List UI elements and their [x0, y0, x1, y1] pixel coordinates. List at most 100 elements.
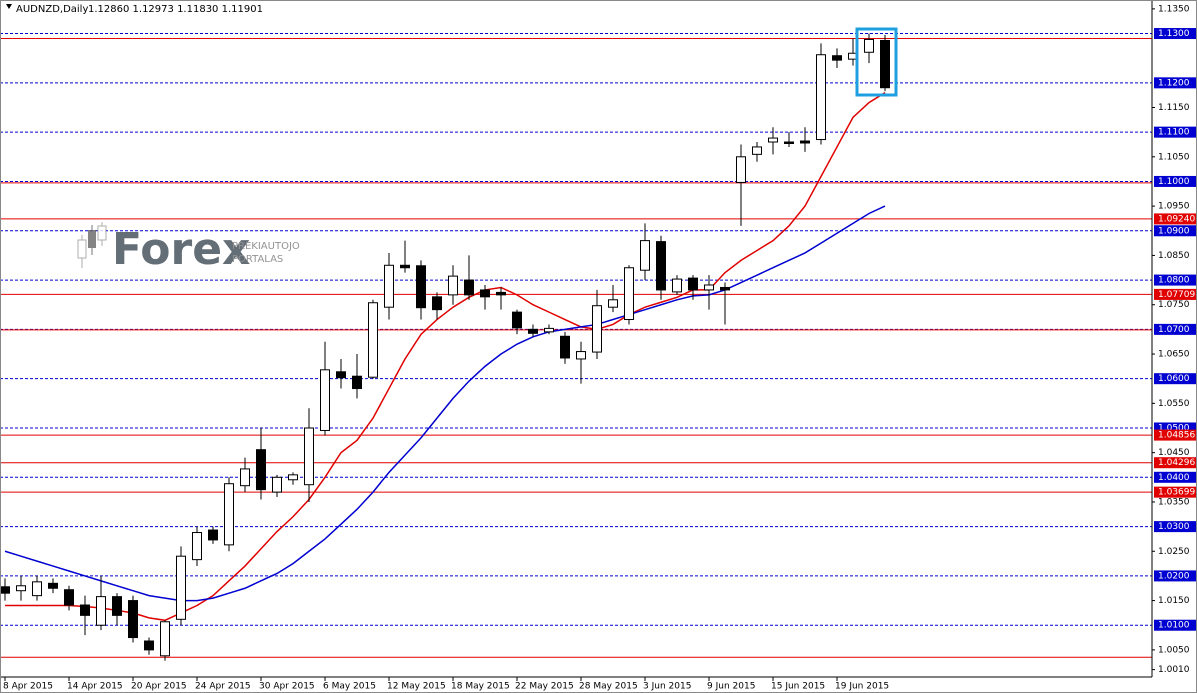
candle-body [272, 476, 282, 493]
x-tick-label: 12 May 2015 [387, 682, 446, 692]
candle-body [640, 240, 650, 271]
x-tick-label: 3 Jun 2015 [643, 682, 691, 692]
candle-body [384, 264, 394, 308]
candle-body [432, 296, 442, 311]
level-label-bg [1154, 323, 1196, 335]
x-tick-label: 24 Apr 2015 [195, 682, 251, 692]
y-tick-label: 1.0010 [1158, 665, 1190, 675]
candle-body [816, 54, 826, 141]
x-tick-label: 19 Jun 2015 [835, 682, 889, 692]
logo-candle [77, 239, 87, 259]
candle-body [192, 532, 202, 561]
y-tick-label: 1.0550 [1158, 399, 1190, 409]
x-tick-label: 18 May 2015 [451, 682, 510, 692]
candle-body [0, 586, 10, 594]
level-label-bg [1154, 213, 1196, 225]
level-label-bg [1154, 521, 1196, 533]
candle-body [288, 474, 298, 481]
candle-body [496, 291, 506, 296]
level-label-bg [1154, 570, 1196, 582]
candle-body [16, 585, 26, 592]
candle-body [160, 621, 170, 657]
candle-body [64, 589, 74, 606]
candle-body [784, 141, 794, 144]
candle-body [512, 311, 522, 329]
candle-body [608, 299, 618, 308]
y-tick-label: 1.1350 [1158, 4, 1190, 14]
candle-body [736, 156, 746, 183]
level-label: 1.0900 [1158, 226, 1190, 236]
candle-body [624, 267, 634, 321]
level-label-bg [1154, 619, 1196, 631]
candle-body [112, 596, 122, 616]
level-label: 1.0200 [1158, 571, 1190, 581]
level-label: 1.0100 [1158, 621, 1190, 631]
y-tick-label: 1.0350 [1158, 497, 1190, 507]
logo-candle [97, 225, 107, 241]
candle-body [352, 375, 362, 390]
candle-body [832, 55, 842, 61]
candle-body [528, 328, 538, 334]
marks [0, 33, 890, 661]
candle-body [32, 581, 42, 597]
ohlc-readout: 1.12860 1.12973 1.11830 1.11901 [88, 4, 263, 15]
candle-body [144, 640, 154, 651]
level-label-bg [1154, 28, 1196, 40]
level-label-bg [1154, 486, 1196, 498]
level-label: 1.07709 [1158, 290, 1195, 300]
level-label-bg [1154, 175, 1196, 187]
y-tick-label: 1.0650 [1158, 350, 1190, 360]
candle-body [336, 371, 346, 379]
candle-body [448, 275, 458, 296]
candle-body [96, 596, 106, 626]
candle-body [256, 449, 266, 491]
y-tick-label: 1.0250 [1158, 547, 1190, 557]
x-tick-label: 28 May 2015 [579, 682, 638, 692]
level-label: 1.1200 [1158, 78, 1190, 88]
candle-body [304, 427, 314, 486]
level-label: 1.04856 [1158, 431, 1195, 441]
level-label: 1.0600 [1158, 374, 1190, 384]
candle-body [688, 277, 698, 291]
logo-brand: Forex [112, 224, 250, 275]
candle-body [864, 38, 874, 53]
candle-body [240, 468, 250, 487]
candle-body [768, 137, 778, 143]
candle-body [368, 302, 378, 378]
candle-body [176, 555, 186, 620]
candle-body [400, 264, 410, 269]
candle-body [752, 146, 762, 155]
candle-body [80, 604, 90, 616]
y-tick-label: 1.0750 [1158, 300, 1190, 310]
level-label: 1.09240 [1158, 214, 1195, 224]
levels [0, 33, 1152, 658]
level-label: 1.1300 [1158, 29, 1190, 39]
level-label: 1.1000 [1158, 177, 1190, 187]
price-axis: 1.1350 1.1150 1.1050 1.0950 1.0850 1.0750 1.06… [1152, 4, 1196, 675]
header-arrow [6, 4, 12, 9]
level-label-bg [1154, 471, 1196, 483]
level-label: 1.0700 [1158, 325, 1190, 335]
y-tick-label: 1.0150 [1158, 596, 1190, 606]
level-label-bg [1154, 429, 1196, 441]
candle-body [560, 335, 570, 359]
watermark: Forex PREKIAUTOJO PORTALAS [77, 222, 300, 275]
x-tick-label: 30 Apr 2015 [259, 682, 315, 692]
x-tick-label: 9 Jun 2015 [707, 682, 755, 692]
level-label-bg [1154, 457, 1196, 469]
level-label: 1.04296 [1158, 458, 1195, 468]
y-tick-label: 1.0450 [1158, 448, 1190, 458]
y-tick-label: 1.1050 [1158, 152, 1190, 162]
level-label: 1.1100 [1158, 128, 1190, 138]
candle-body [224, 483, 234, 546]
y-tick-label: 1.0950 [1158, 202, 1190, 212]
y-tick-label: 1.0050 [1158, 645, 1190, 655]
level-label-bg [1154, 77, 1196, 89]
level-label-bg [1154, 225, 1196, 237]
moving-average [5, 92, 886, 622]
candle-body [800, 140, 810, 144]
level-label: 1.03699 [1158, 488, 1195, 498]
candle-body [48, 582, 58, 589]
